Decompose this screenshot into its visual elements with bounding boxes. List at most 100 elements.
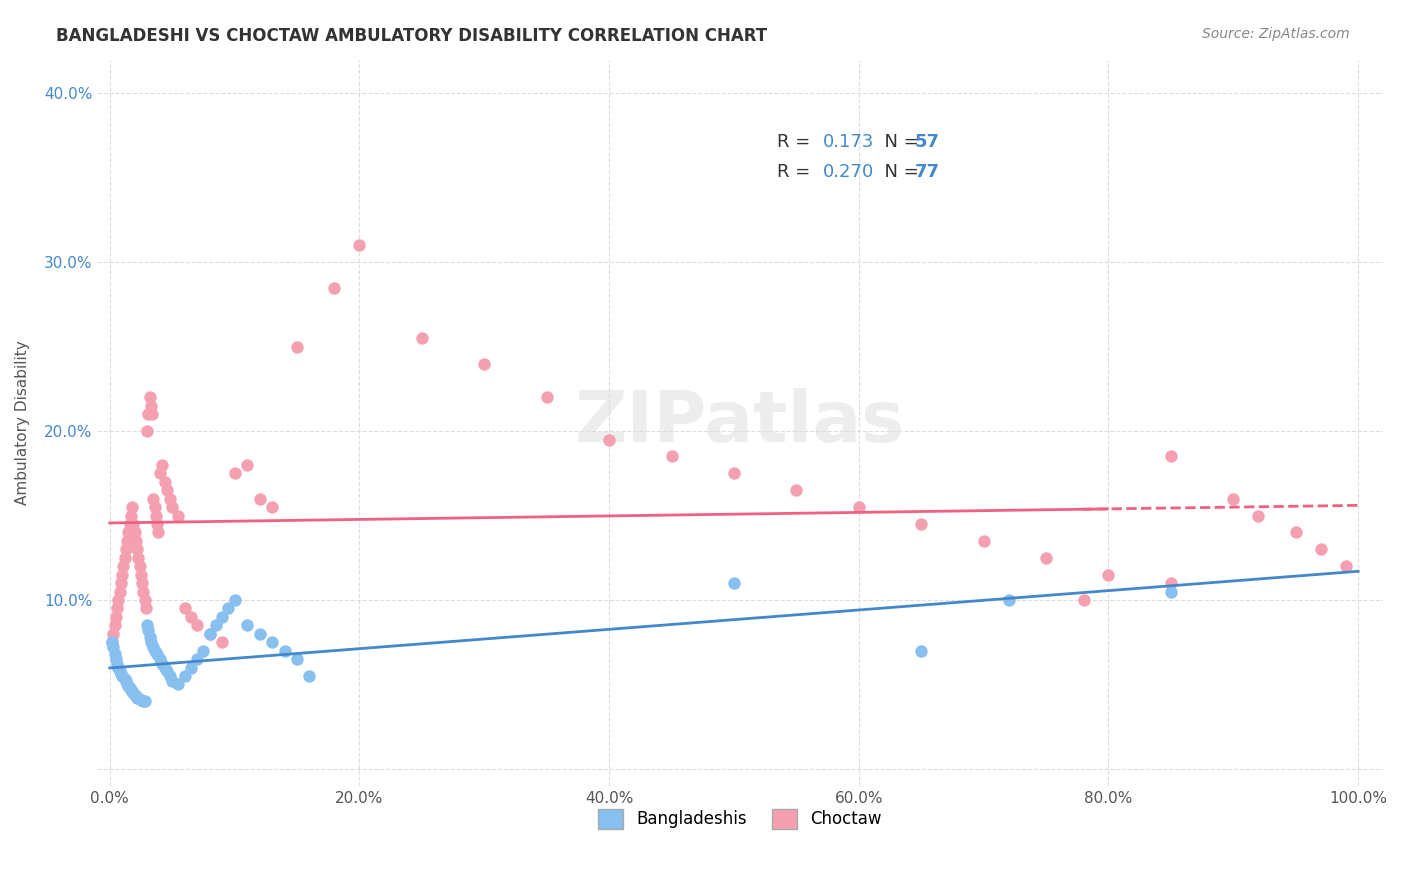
Point <box>1160 450 1182 464</box>
Point <box>143 500 166 515</box>
Point <box>249 491 271 506</box>
Point <box>128 559 150 574</box>
Point <box>127 690 149 705</box>
Point <box>141 407 163 421</box>
Point <box>134 694 156 708</box>
Point <box>156 664 179 678</box>
Point <box>186 618 208 632</box>
Point <box>150 657 173 672</box>
Point <box>723 467 745 481</box>
Point <box>236 458 259 472</box>
Point <box>127 542 149 557</box>
Point <box>125 533 148 548</box>
Point <box>536 390 558 404</box>
Point <box>103 640 125 655</box>
Point <box>1160 576 1182 591</box>
Point <box>104 610 127 624</box>
Text: ZIPatlas: ZIPatlas <box>575 388 905 458</box>
Text: 0.270: 0.270 <box>824 162 875 180</box>
Point <box>142 491 165 506</box>
Point <box>129 567 152 582</box>
Point <box>121 500 143 515</box>
Point <box>160 500 183 515</box>
Point <box>249 627 271 641</box>
Point <box>153 660 176 674</box>
Point <box>115 533 138 548</box>
Point <box>104 618 127 632</box>
Point <box>120 682 142 697</box>
Point <box>211 610 233 624</box>
Point <box>114 673 136 687</box>
Point <box>848 500 870 515</box>
Point <box>104 647 127 661</box>
Point <box>145 508 167 523</box>
Point <box>115 677 138 691</box>
Text: N =: N = <box>873 133 924 151</box>
Point <box>1334 559 1357 574</box>
Point <box>101 635 124 649</box>
Point <box>285 652 308 666</box>
Point <box>1309 542 1331 557</box>
Point <box>785 483 807 498</box>
Y-axis label: Ambulatory Disability: Ambulatory Disability <box>15 341 30 505</box>
Text: R =: R = <box>778 133 815 151</box>
Point <box>349 238 371 252</box>
Point <box>118 681 141 695</box>
Point <box>107 660 129 674</box>
Point <box>108 584 131 599</box>
Text: Source: ZipAtlas.com: Source: ZipAtlas.com <box>1202 27 1350 41</box>
Point <box>149 467 172 481</box>
Point <box>1247 508 1270 523</box>
Point <box>105 601 128 615</box>
Point <box>114 550 136 565</box>
Point <box>138 390 160 404</box>
Point <box>153 475 176 489</box>
Point <box>111 669 134 683</box>
Point <box>198 627 221 641</box>
Point <box>146 516 169 531</box>
Text: R =: R = <box>778 162 815 180</box>
Point <box>124 688 146 702</box>
Point <box>224 467 246 481</box>
Point <box>156 483 179 498</box>
Point <box>131 576 153 591</box>
Point <box>138 624 160 638</box>
Point <box>129 692 152 706</box>
Point <box>973 533 995 548</box>
Point <box>723 576 745 591</box>
Point <box>150 458 173 472</box>
Point <box>122 516 145 531</box>
Point <box>135 601 157 615</box>
Point <box>260 635 283 649</box>
Point <box>122 686 145 700</box>
Point <box>260 500 283 515</box>
Point <box>173 601 195 615</box>
Point <box>1035 550 1057 565</box>
Point <box>148 525 170 540</box>
Point <box>120 508 142 523</box>
Point <box>160 674 183 689</box>
Point <box>118 516 141 531</box>
Text: 57: 57 <box>915 133 939 151</box>
Text: BANGLADESHI VS CHOCTAW AMBULATORY DISABILITY CORRELATION CHART: BANGLADESHI VS CHOCTAW AMBULATORY DISABI… <box>56 27 768 45</box>
Text: 77: 77 <box>915 162 939 180</box>
Point <box>111 567 134 582</box>
Point <box>167 677 190 691</box>
Point <box>472 357 495 371</box>
Point <box>1160 584 1182 599</box>
Point <box>997 593 1019 607</box>
Point <box>236 618 259 632</box>
Point <box>273 643 295 657</box>
Point <box>198 627 221 641</box>
Point <box>108 664 131 678</box>
Text: N =: N = <box>873 162 924 180</box>
Point <box>285 340 308 354</box>
Text: 0.173: 0.173 <box>824 133 875 151</box>
Point <box>186 652 208 666</box>
Point <box>139 399 162 413</box>
Point <box>112 559 135 574</box>
Legend: Bangladeshis, Choctaw: Bangladeshis, Choctaw <box>592 802 889 836</box>
Point <box>142 640 165 655</box>
Point <box>139 635 162 649</box>
Point <box>124 525 146 540</box>
